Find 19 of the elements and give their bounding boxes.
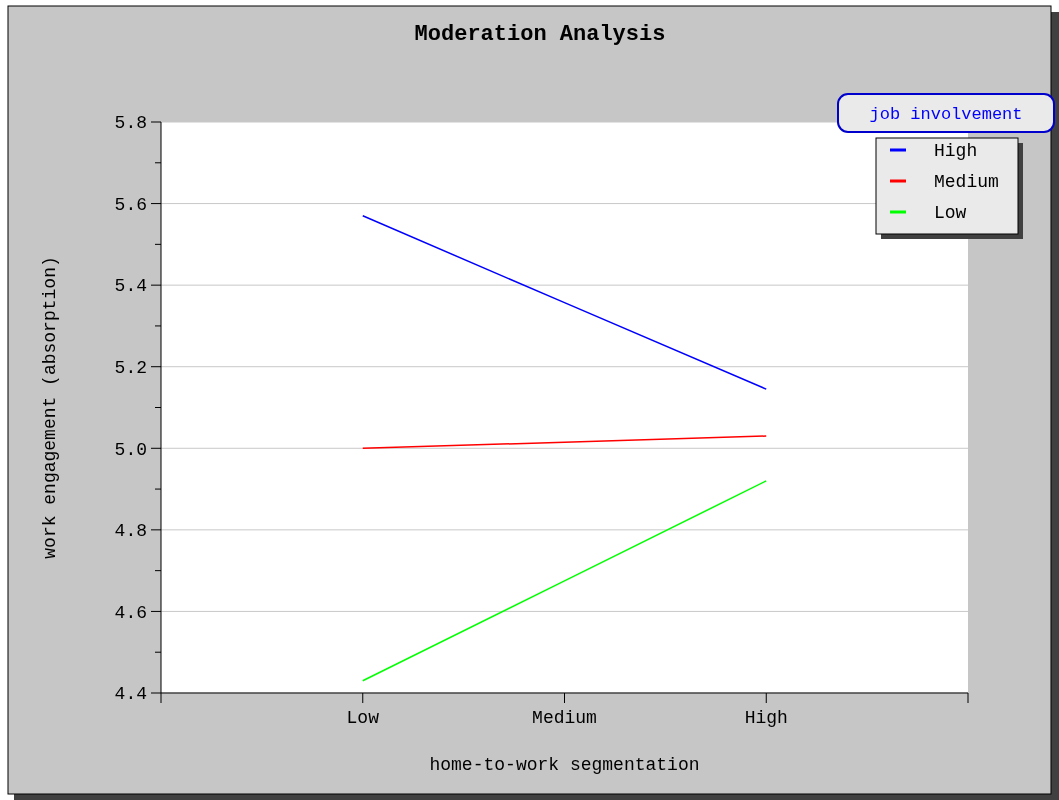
y-tick-label: 4.8 — [114, 521, 147, 542]
y-tick-label: 4.4 — [114, 684, 147, 705]
y-tick-label: 5.6 — [114, 194, 147, 215]
legend-label: Low — [934, 203, 967, 224]
x-tick-label: High — [744, 708, 788, 728]
legend-title: job involvement — [869, 104, 1023, 124]
y-tick-label: 5.4 — [114, 276, 147, 297]
chart-title: Moderation Analysis — [414, 22, 666, 47]
legend-label: Medium — [934, 172, 999, 193]
x-axis-title: home-to-work segmentation — [429, 755, 700, 775]
y-axis-title: work engagement (absorption) — [40, 256, 60, 559]
y-tick-label: 4.6 — [114, 602, 147, 623]
y-tick-label: 5.0 — [114, 439, 147, 460]
y-tick-label: 5.8 — [114, 113, 147, 134]
legend-title-box: job involvement — [837, 93, 1055, 133]
legend-label: High — [934, 141, 978, 162]
y-tick-label: 5.2 — [114, 358, 147, 379]
x-tick-label: Medium — [532, 708, 597, 728]
x-tick-label: Low — [346, 708, 380, 728]
